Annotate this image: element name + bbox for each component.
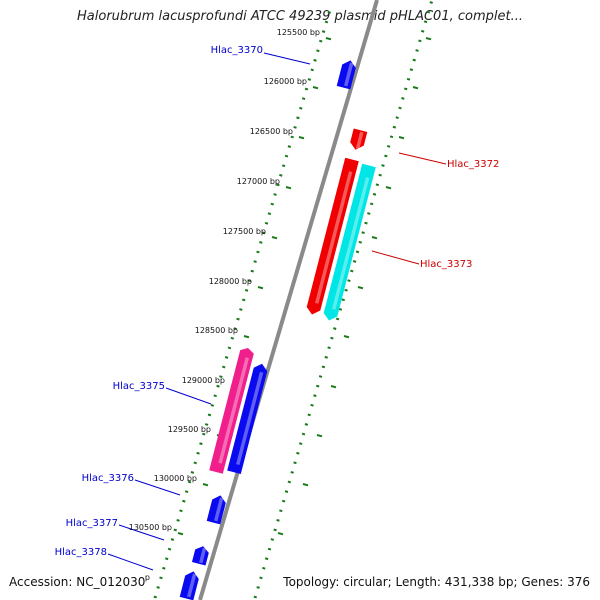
gene-hlac_3370 — [336, 60, 356, 90]
gene-highlight — [218, 357, 249, 464]
tick-label-partial: p — [145, 573, 150, 582]
gene-label: Hlac_3373 — [420, 259, 472, 270]
gene-hlac_3377 — [191, 546, 209, 566]
gene-label-leader — [134, 479, 181, 496]
gene-hlac_3372-b — [306, 157, 359, 315]
tick-mark — [177, 532, 184, 536]
gene-label: Hlac_3375 — [113, 381, 165, 392]
gene-label: Hlac_3377 — [66, 518, 118, 529]
tick-mark — [277, 532, 284, 536]
gene-label: Hlac_3376 — [82, 473, 134, 484]
gene-label-leader — [371, 250, 420, 265]
tick-mark — [412, 86, 419, 90]
gene-features — [179, 60, 376, 600]
gene-body — [323, 163, 376, 321]
tick-mark — [385, 186, 392, 190]
accession-text: Accession: NC_012030 — [9, 575, 146, 589]
tick-mark — [271, 236, 278, 240]
gene-labels: Hlac_3370 Hlac_3372 Hlac_3373 Hlac_3375 Hlac… — [55, 45, 500, 558]
gene-hlac_3375-a — [209, 347, 254, 474]
gene-body — [350, 128, 368, 150]
tick-mark — [398, 136, 405, 140]
tick-mark — [357, 286, 364, 290]
gene-body — [206, 495, 226, 525]
tick-mark — [371, 236, 378, 240]
gene-highlight — [187, 573, 197, 598]
gene-highlight — [199, 547, 207, 564]
tick-mark — [312, 86, 319, 90]
tick-mark — [257, 286, 264, 290]
gene-highlight — [315, 171, 353, 304]
gene-label-leader — [107, 553, 154, 571]
gene-label-leader — [165, 387, 212, 405]
gene-body — [191, 546, 209, 566]
gene-highlight — [214, 497, 224, 522]
gene-label-leaders — [107, 52, 447, 571]
tick-mark — [330, 385, 337, 389]
tick-mark — [343, 335, 350, 339]
gene-body — [227, 363, 268, 475]
tick-mark — [425, 37, 432, 41]
gene-label: Hlac_3372 — [447, 159, 499, 170]
gene-hlac_3375-b — [227, 363, 268, 475]
tick-labels: 125500 bp 126000 bp 126500 bp 127000 bp 1275… — [129, 28, 320, 582]
ruler-lines — [153, 0, 434, 599]
tick-mark — [243, 335, 250, 339]
tick-label: 127000 bp — [237, 177, 280, 186]
gene-hlac_3373 — [323, 163, 376, 321]
tick-label: 125500 bp — [277, 28, 320, 37]
map-title: Halorubrum lacusprofundi ATCC 49239 plas… — [77, 9, 523, 24]
tick-mark — [325, 37, 332, 41]
gene-label-leader — [118, 524, 165, 541]
tick-label: 128000 bp — [209, 277, 252, 286]
tick-label: 129500 bp — [168, 425, 211, 434]
tick-label: 127500 bp — [223, 227, 266, 236]
ruler-left — [153, 9, 332, 599]
gene-hlac_3376 — [206, 495, 226, 525]
gene-highlight — [355, 131, 364, 150]
tick-label: 126500 bp — [250, 127, 293, 136]
tick-mark — [298, 136, 305, 140]
backbone — [198, 0, 379, 600]
gene-body — [179, 571, 199, 600]
ruler-right — [253, 0, 434, 599]
gene-highlight — [332, 177, 370, 310]
tick-label: 128500 bp — [195, 326, 238, 335]
gene-hlac_3378 — [179, 571, 199, 600]
gene-label-leader — [398, 152, 447, 165]
gene-body — [306, 157, 359, 315]
gene-highlight — [236, 371, 264, 465]
gene-body — [336, 60, 356, 90]
summary-text: Topology: circular; Length: 431,338 bp; … — [283, 575, 590, 589]
gene-label: Hlac_3378 — [55, 547, 107, 558]
gene-body — [209, 347, 254, 474]
tick-mark — [316, 434, 323, 438]
tick-label: 126000 bp — [264, 77, 307, 86]
gene-label-leader — [263, 52, 311, 65]
backbone-line — [198, 0, 379, 600]
gene-hlac_3372-a — [350, 128, 368, 150]
gene-label: Hlac_3370 — [211, 45, 263, 56]
tick-mark — [302, 483, 309, 487]
tick-label: 130000 bp — [154, 474, 197, 483]
tick-label: 130500 bp — [129, 523, 172, 532]
tick-mark — [202, 483, 209, 487]
tick-mark — [285, 186, 292, 190]
tick-label: 129000 bp — [182, 376, 225, 385]
gene-highlight — [344, 62, 354, 87]
